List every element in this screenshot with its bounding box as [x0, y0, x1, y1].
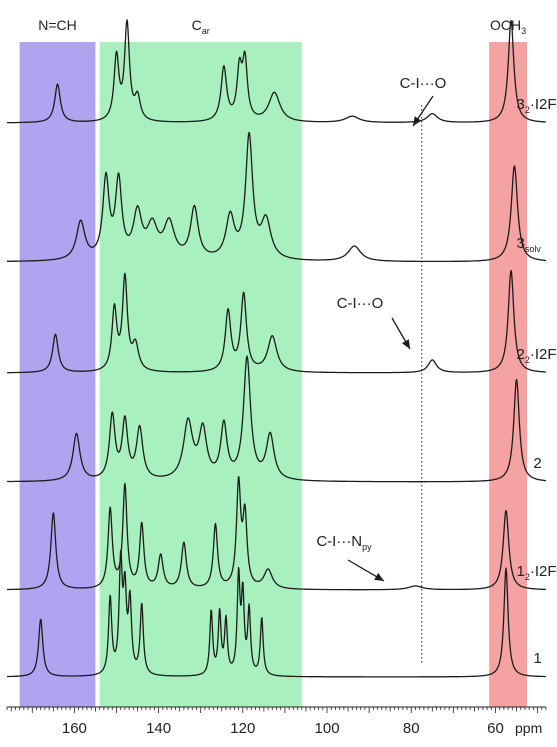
- band-label-2: OCH3: [490, 17, 526, 36]
- spectrum-trace-2: [6, 269, 547, 374]
- sample-labels: 32·I2F4 3solv 22·I2F4 2 12·I2F4 1: [517, 96, 557, 667]
- spectrum-trace-0: [6, 19, 547, 124]
- x-tick-label: 140: [146, 720, 171, 737]
- annotation-arrowhead-0: [413, 116, 422, 126]
- spectra-traces: [6, 19, 547, 678]
- band-1: [99, 42, 302, 707]
- sample-label-5: 1: [533, 650, 541, 667]
- x-tick-label: 160: [62, 720, 87, 737]
- spectrum-trace-1: [6, 131, 547, 263]
- sample-label-2: 22·I2F4: [517, 346, 557, 365]
- band-0: [19, 42, 96, 707]
- spectrum-trace-3: [6, 355, 547, 483]
- spectrum-trace-4: [6, 476, 547, 591]
- spectrum-trace-5: [6, 549, 547, 678]
- annotation-arrowhead-1: [402, 339, 410, 349]
- x-tick-label: 60: [487, 720, 504, 737]
- band-label-1: Car: [192, 17, 210, 36]
- x-axis-unit: ppm: [515, 720, 542, 736]
- x-tick-label: 100: [315, 720, 340, 737]
- sample-label-0: 32·I2F4: [517, 96, 557, 115]
- x-axis: 160 140 120 100 80 60 ppm: [6, 706, 547, 737]
- sample-label-3: 2: [533, 455, 541, 472]
- sample-label-1: 3solv: [517, 235, 542, 254]
- x-tick-label: 80: [403, 720, 420, 737]
- annotation-label-2: C-I···Npy: [316, 533, 372, 552]
- interaction-annotations: C-I···O C-I···O C-I···Npy: [316, 75, 447, 582]
- annotation-label-0: C-I···O: [400, 75, 447, 92]
- sample-label-4: 12·I2F4: [517, 563, 557, 582]
- band-label-0: N=CH: [38, 17, 77, 33]
- annotation-label-1: C-I···O: [337, 295, 384, 312]
- annotation-arrowhead-2: [374, 573, 384, 581]
- x-tick-label: 120: [230, 720, 255, 737]
